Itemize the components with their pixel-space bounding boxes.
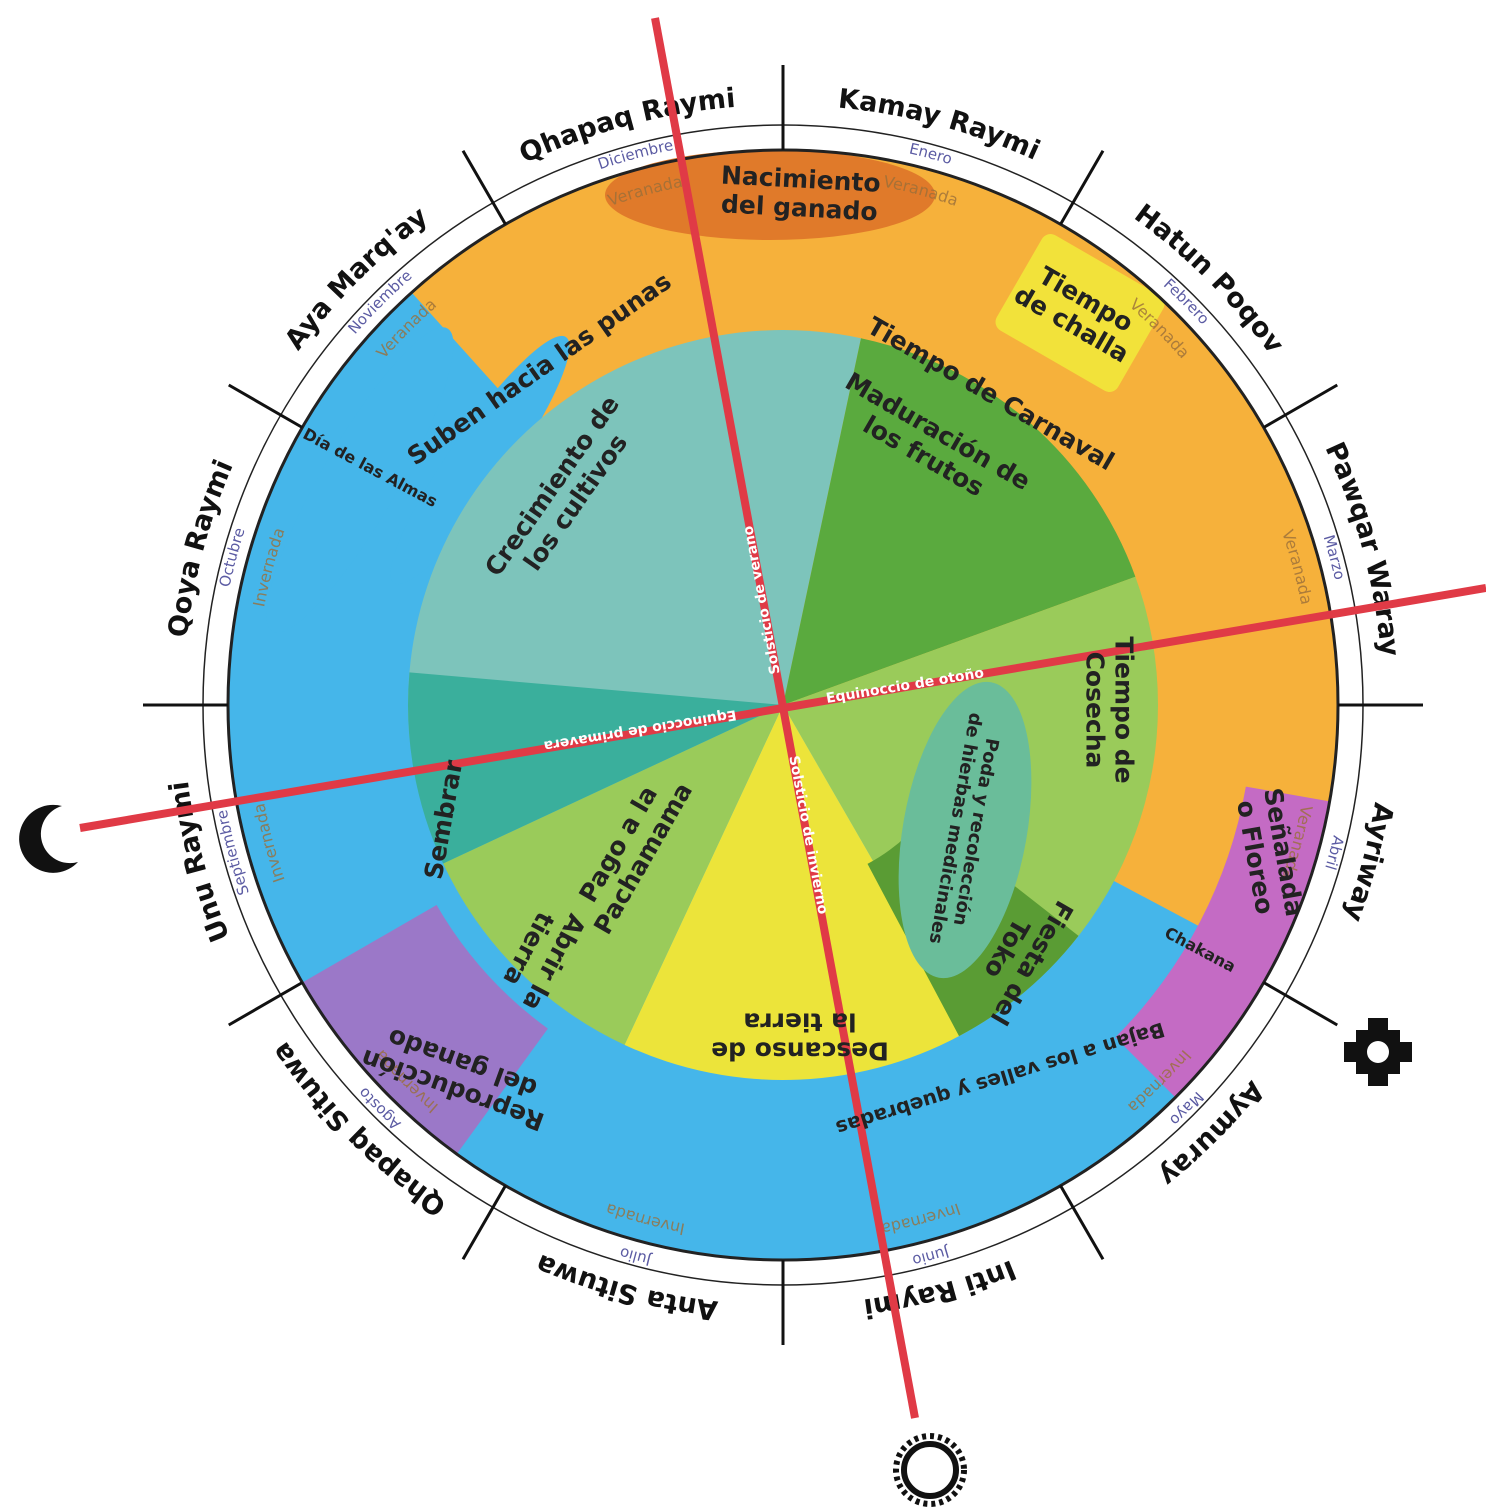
sector-divider (1264, 385, 1338, 428)
chakana-icon (1344, 1018, 1412, 1086)
month-name: Julio (617, 1244, 653, 1270)
sun-icon (896, 1436, 964, 1504)
moon-icon (19, 805, 78, 873)
sector-divider (1061, 151, 1104, 225)
sector-divider (1061, 1186, 1104, 1260)
region-label: Tiempo deCosecha (1081, 636, 1139, 783)
sector-divider (1264, 983, 1338, 1026)
sector-divider (463, 151, 506, 225)
sector-divider (229, 983, 303, 1026)
region-label: Nacimientodel ganado (719, 160, 881, 226)
month-name: Abril (1321, 834, 1347, 872)
sector-divider (229, 385, 303, 428)
sector-name: Ayriway (1337, 800, 1398, 926)
andean-calendar: Kamay RaymiEneroVeranadaHatun PoqovFebre… (0, 0, 1486, 1509)
sector-divider (463, 1186, 506, 1260)
